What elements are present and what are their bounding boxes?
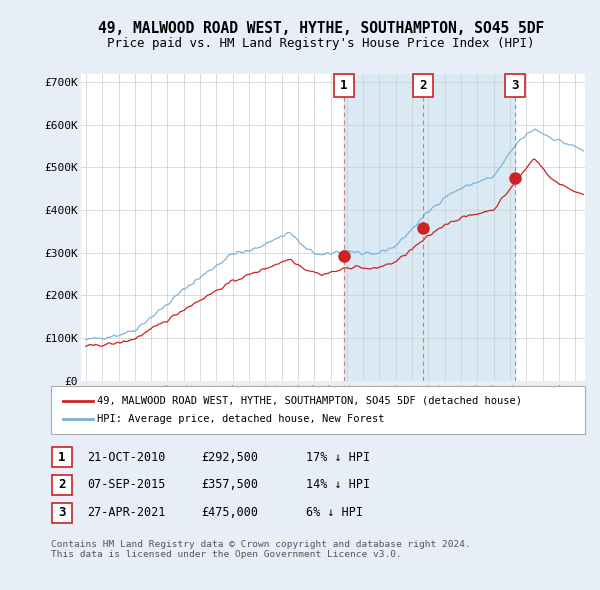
- Text: 2: 2: [58, 478, 66, 491]
- Text: £475,000: £475,000: [201, 506, 258, 519]
- Text: 49, MALWOOD ROAD WEST, HYTHE, SOUTHAMPTON, SO45 5DF: 49, MALWOOD ROAD WEST, HYTHE, SOUTHAMPTO…: [98, 21, 544, 35]
- Bar: [344, 74, 515, 381]
- Text: 14% ↓ HPI: 14% ↓ HPI: [306, 478, 370, 491]
- Text: 1: 1: [58, 451, 66, 464]
- Text: 3: 3: [58, 506, 66, 519]
- Text: 1: 1: [340, 79, 347, 92]
- Text: 21-OCT-2010: 21-OCT-2010: [87, 451, 166, 464]
- Text: £292,500: £292,500: [201, 451, 258, 464]
- Text: 6% ↓ HPI: 6% ↓ HPI: [306, 506, 363, 519]
- Text: 07-SEP-2015: 07-SEP-2015: [87, 478, 166, 491]
- Text: Price paid vs. HM Land Registry's House Price Index (HPI): Price paid vs. HM Land Registry's House …: [107, 37, 535, 50]
- Text: Contains HM Land Registry data © Crown copyright and database right 2024.
This d: Contains HM Land Registry data © Crown c…: [51, 540, 471, 559]
- Text: HPI: Average price, detached house, New Forest: HPI: Average price, detached house, New …: [97, 415, 385, 424]
- Text: 27-APR-2021: 27-APR-2021: [87, 506, 166, 519]
- Text: 17% ↓ HPI: 17% ↓ HPI: [306, 451, 370, 464]
- Text: £357,500: £357,500: [201, 478, 258, 491]
- Text: 2: 2: [419, 79, 427, 92]
- Text: 3: 3: [511, 79, 519, 92]
- Text: 49, MALWOOD ROAD WEST, HYTHE, SOUTHAMPTON, SO45 5DF (detached house): 49, MALWOOD ROAD WEST, HYTHE, SOUTHAMPTO…: [97, 396, 522, 405]
